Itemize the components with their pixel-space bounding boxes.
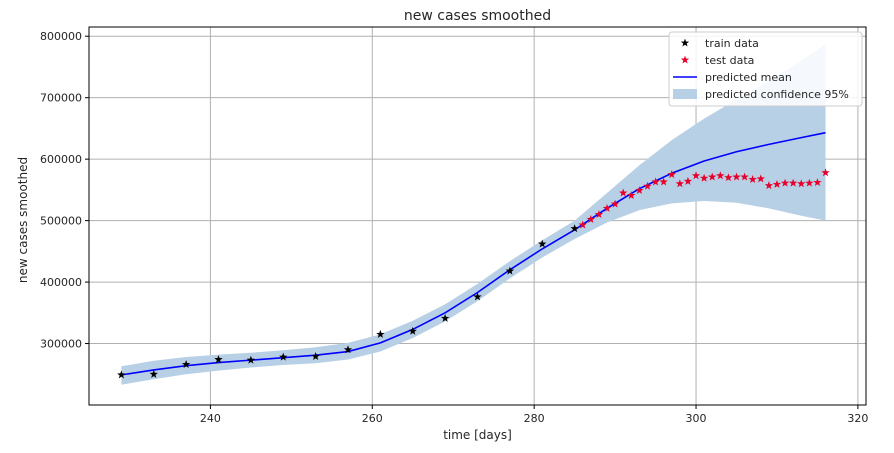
legend-marker [673, 89, 697, 99]
y-tick-label: 600000 [40, 153, 82, 166]
test-data-point [821, 168, 830, 177]
y-tick-label: 700000 [40, 92, 82, 105]
test-data-point [651, 177, 660, 186]
train-data-point [408, 326, 417, 335]
test-data-point [764, 181, 774, 190]
test-data-point [788, 178, 798, 187]
test-data-point [635, 186, 644, 195]
train-data-point [246, 355, 256, 364]
test-data-point [659, 177, 668, 186]
legend-label: predicted confidence 95% [705, 88, 849, 101]
test-data-point [740, 172, 749, 181]
chart-title: new cases smoothed [404, 8, 551, 24]
train-data-point [376, 329, 385, 338]
train-data-point [538, 239, 547, 248]
legend: train data test data predicted mean predict… [668, 31, 863, 107]
test-data-point [699, 173, 709, 182]
plot-frame [88, 26, 867, 406]
x-tick-label: 280 [524, 412, 545, 425]
x-tick-label: 240 [200, 412, 221, 425]
test-data-point [748, 175, 757, 183]
legend-label: test data [705, 54, 754, 67]
test-data-point [691, 171, 701, 180]
x-tick-label: 300 [686, 412, 707, 425]
test-data-point [594, 210, 604, 219]
y-tick-label: 400000 [40, 276, 82, 289]
test-data-point [772, 179, 782, 188]
test-points-layer [578, 168, 830, 229]
test-data-point [724, 173, 733, 182]
legend-marker [680, 55, 690, 64]
test-data-point [780, 178, 790, 187]
test-data-point [797, 179, 806, 188]
train-data-point [214, 355, 223, 364]
train-data-point [343, 345, 353, 354]
x-tick-label: 320 [847, 412, 868, 425]
legend-box [668, 31, 863, 107]
y-tick-label: 300000 [40, 338, 82, 351]
train-points-layer [117, 224, 579, 379]
x-axis-label: time [days] [443, 428, 512, 442]
test-data-point [643, 181, 652, 190]
test-data-point [610, 199, 620, 208]
test-data-point [732, 172, 741, 181]
y-tick-label: 500000 [40, 215, 82, 228]
test-data-point [619, 188, 628, 197]
train-data-point [440, 313, 450, 322]
test-data-point [708, 172, 717, 181]
test-data-point [667, 170, 676, 179]
x-axis-ticks: 240 260 280 300 320 [200, 405, 868, 425]
train-data-point [570, 224, 579, 233]
train-data-point [117, 370, 126, 379]
train-data-point [473, 292, 482, 301]
test-data-point [675, 179, 685, 188]
test-data-point [805, 178, 814, 187]
train-data-point [149, 369, 158, 378]
legend-label: predicted mean [705, 71, 792, 84]
y-axis-label: new cases smoothed [16, 157, 30, 283]
legend-marker [680, 38, 690, 47]
test-data-point [602, 203, 612, 212]
test-data-point [756, 174, 765, 183]
y-tick-label: 800000 [40, 30, 82, 43]
test-data-point [683, 176, 693, 185]
test-data-point [813, 178, 822, 187]
x-tick-label: 260 [362, 412, 383, 425]
train-data-point [505, 266, 515, 275]
train-data-point [279, 352, 288, 361]
test-data-point [716, 171, 725, 180]
legend-label: train data [705, 37, 759, 50]
test-data-point [586, 214, 595, 223]
train-data-point [311, 352, 320, 360]
y-axis-ticks: 300000 400000 500000 600000 700000 800000 [40, 30, 89, 351]
train-data-point [181, 360, 191, 368]
test-data-point [578, 220, 587, 229]
test-data-point [627, 191, 636, 199]
